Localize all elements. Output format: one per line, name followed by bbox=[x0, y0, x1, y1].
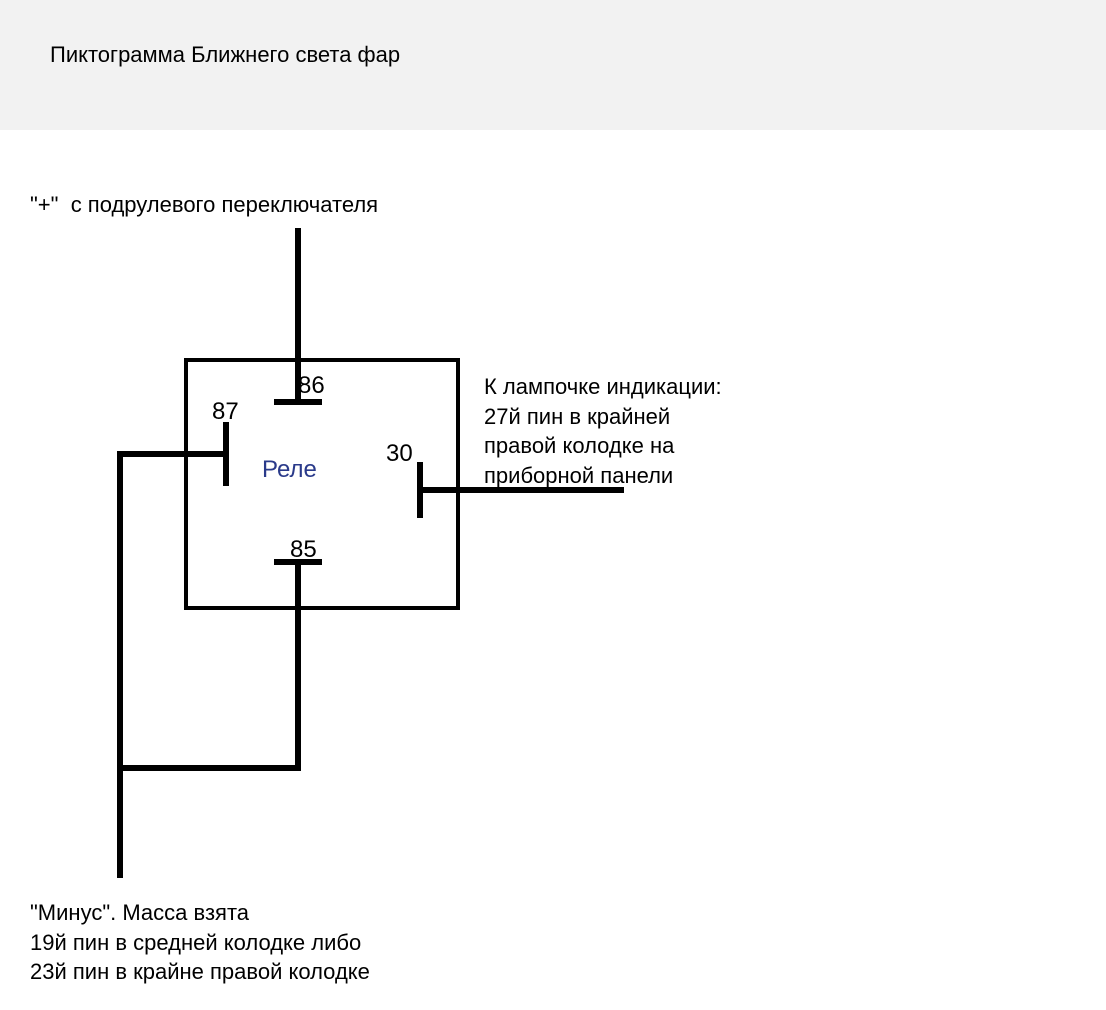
wire-85-down bbox=[122, 562, 298, 768]
wire-87-left bbox=[120, 454, 226, 878]
wiring-diagram-svg bbox=[0, 0, 1106, 1010]
